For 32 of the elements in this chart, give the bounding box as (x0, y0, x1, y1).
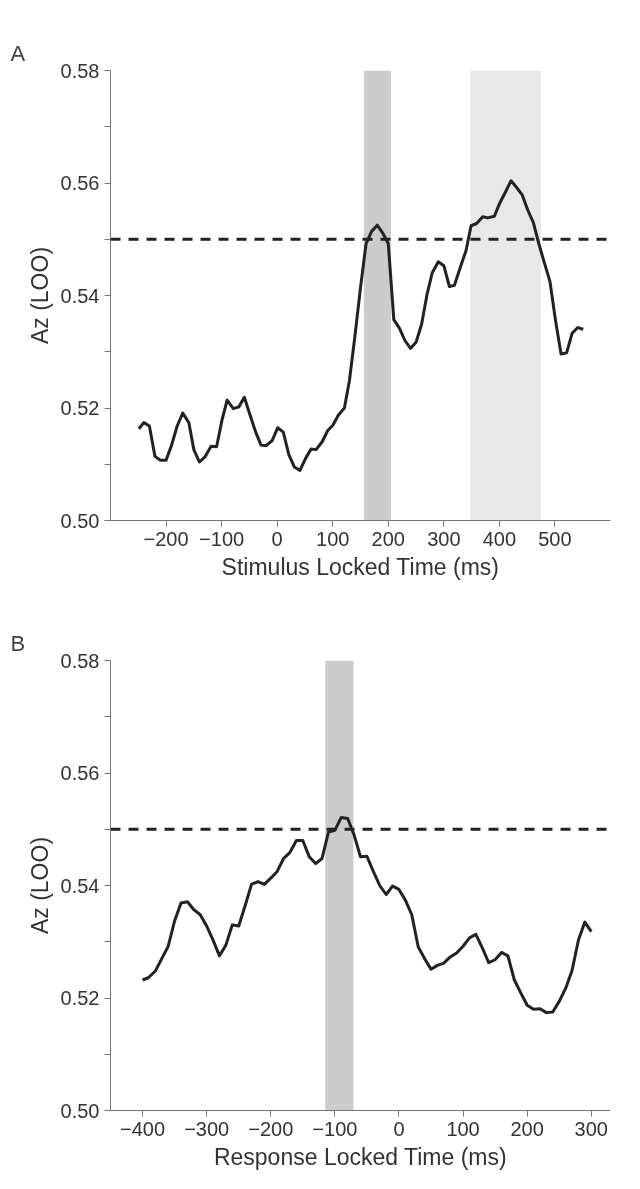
x-tick-label: 100 (446, 1117, 480, 1140)
x-tick-label: 300 (427, 527, 461, 550)
y-tick-label: 0.52 (60, 987, 100, 1009)
y-tick-label: 0.54 (60, 874, 100, 897)
chart-title: B (10, 630, 26, 656)
chart-title: A (10, 40, 26, 66)
y-axis-title: Az (LOO) (26, 836, 53, 935)
y-tick-label: 0.54 (60, 284, 100, 307)
x-tick-label: −200 (143, 527, 189, 550)
x-tick-label: 500 (538, 527, 572, 550)
y-tick-label: 0.50 (60, 509, 100, 532)
y-tick-label: 0.50 (60, 1099, 100, 1122)
x-tick-label: 200 (510, 1117, 544, 1140)
y-tick-label: 0.56 (60, 762, 100, 784)
x-tick-label: −100 (199, 527, 245, 550)
x-tick-label: 100 (316, 527, 350, 550)
x-tick-label: 300 (574, 1117, 608, 1140)
x-tick-label: 0 (393, 1117, 405, 1140)
x-axis-title: Stimulus Locked Time (ms) (221, 553, 499, 580)
y-tick-label: 0.58 (60, 59, 100, 82)
x-tick-label: −400 (120, 1117, 166, 1140)
y-tick-label: 0.56 (60, 172, 100, 194)
x-tick-label: 0 (271, 527, 283, 550)
x-tick-label: −100 (312, 1117, 358, 1140)
y-tick-label: 0.58 (60, 649, 100, 672)
x-tick-label: −300 (184, 1117, 230, 1140)
x-tick-label: 200 (371, 527, 405, 550)
y-tick-label: 0.52 (60, 397, 100, 419)
x-tick-label: −200 (248, 1117, 294, 1140)
y-axis-title: Az (LOO) (26, 246, 53, 345)
x-tick-label: 400 (482, 527, 517, 550)
x-axis-title: Response Locked Time (ms) (213, 1143, 507, 1170)
